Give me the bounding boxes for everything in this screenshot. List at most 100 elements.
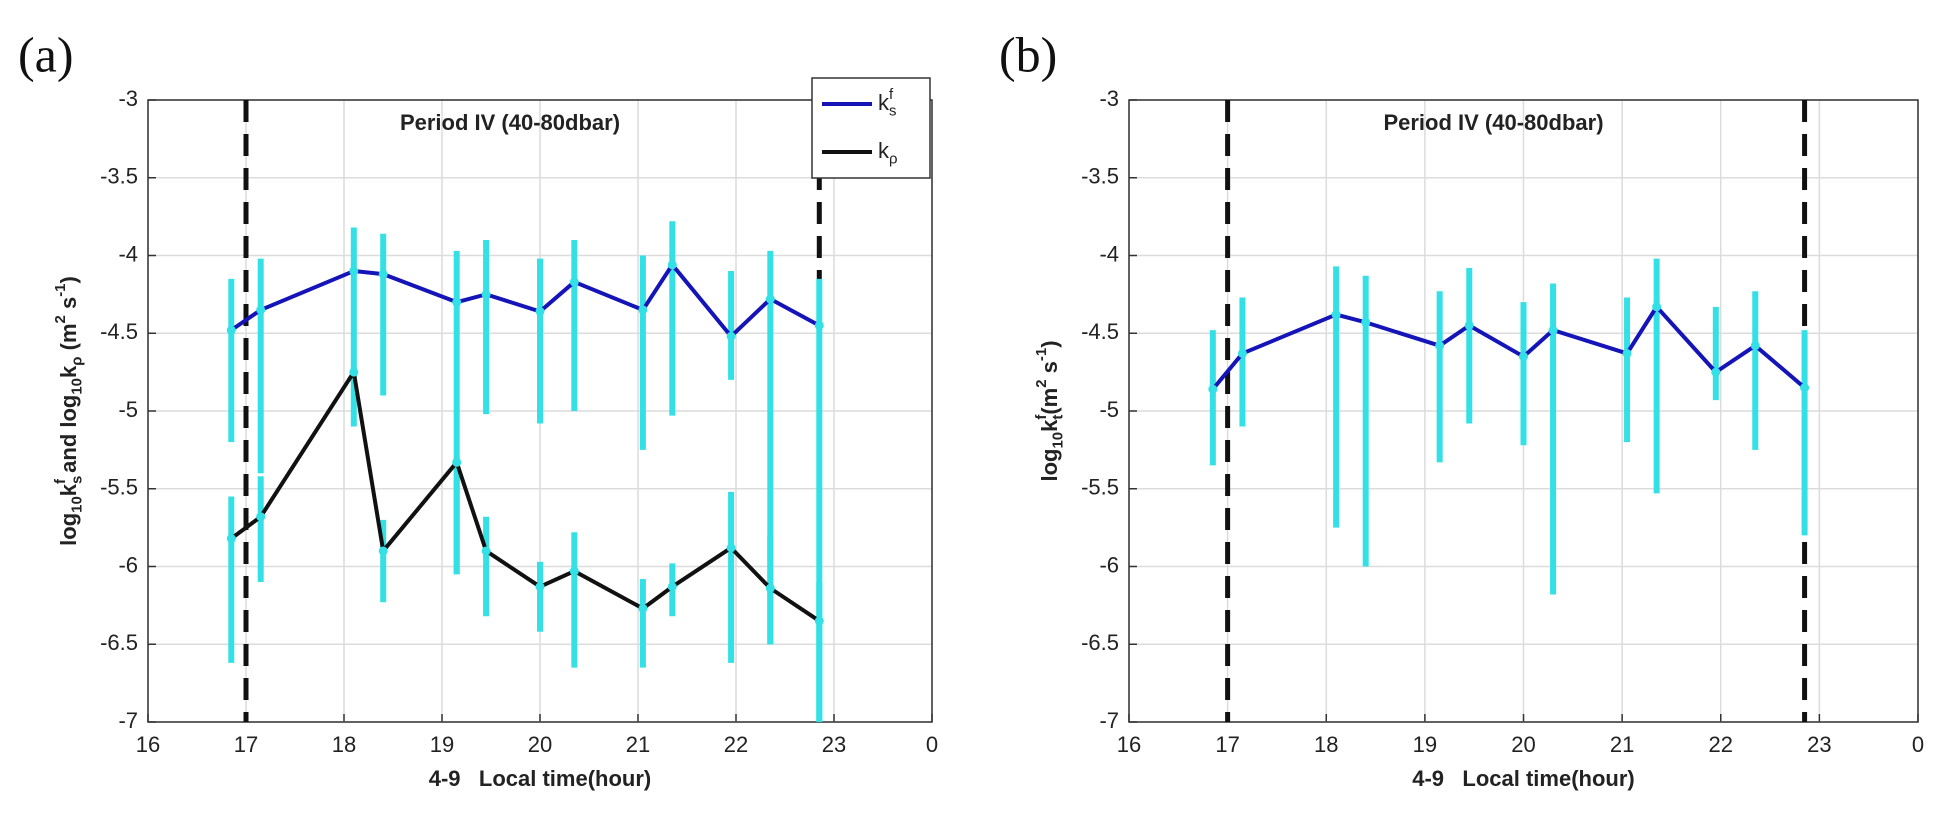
y-axis-label: log10ktf(m2 s-1)	[1033, 340, 1067, 481]
x-tick-label: 18	[332, 732, 356, 757]
data-point	[814, 616, 824, 626]
data-point	[349, 266, 359, 276]
x-axis-label: 4-9 Local time(hour)	[1412, 766, 1634, 791]
label-part: and log	[56, 395, 81, 479]
data-point	[814, 320, 824, 330]
data-point	[256, 305, 266, 315]
data-point	[452, 457, 462, 467]
data-point	[226, 534, 236, 544]
data-point	[638, 603, 648, 613]
label-part: 10	[1050, 432, 1067, 449]
data-point	[1464, 320, 1474, 330]
data-point	[765, 294, 775, 304]
data-point	[1237, 348, 1247, 358]
x-axis-label: 4-9 Local time(hour)	[429, 766, 651, 791]
label-part: s	[1037, 361, 1062, 379]
chart-title: Period IV (40-80dbar)	[1383, 110, 1603, 135]
label-part: 2	[1033, 379, 1050, 387]
data-point	[726, 543, 736, 553]
axes-frame	[147, 99, 933, 723]
data-point	[569, 566, 579, 576]
y-tick-label: -6	[118, 552, 138, 577]
legend-box	[811, 77, 931, 179]
data-point	[1750, 341, 1760, 351]
data-point	[726, 331, 736, 341]
data-point	[1361, 317, 1371, 327]
y-tick-label: -3	[1099, 86, 1119, 111]
label-part: s	[56, 297, 81, 315]
data-point	[1652, 302, 1662, 312]
data-point	[1435, 341, 1445, 351]
data-point	[256, 512, 266, 522]
data-point	[378, 546, 388, 556]
label-part: ρ	[69, 356, 86, 365]
y-tick-label: -4	[118, 241, 138, 266]
data-point	[1548, 325, 1558, 335]
data-point	[1711, 367, 1721, 377]
label-part: k	[1037, 419, 1062, 432]
x-tick-label: 0	[926, 732, 938, 757]
data-point	[535, 582, 545, 592]
data-point	[667, 582, 677, 592]
label-part: k	[56, 483, 81, 496]
y-tick-label: -6	[1099, 552, 1119, 577]
label-part: s	[889, 103, 896, 120]
label-part: k	[56, 365, 81, 378]
label-part: )	[1037, 340, 1062, 347]
data-point	[481, 546, 491, 556]
data-point	[378, 269, 388, 279]
x-tick-label: 23	[822, 732, 846, 757]
legend-label: ksf	[878, 86, 896, 120]
data-point	[1331, 310, 1341, 320]
x-tick-label: 19	[1413, 732, 1437, 757]
label-part: (m	[1037, 388, 1062, 415]
label-part: f	[1033, 414, 1050, 420]
label-part: f	[889, 86, 894, 103]
y-tick-label: -6.5	[1081, 630, 1119, 655]
label-part: s	[69, 476, 86, 484]
x-tick-label: 17	[234, 732, 258, 757]
data-point	[226, 325, 236, 335]
label-part: log	[1037, 449, 1062, 482]
data-point	[569, 277, 579, 287]
data-point	[1622, 348, 1632, 358]
y-tick-label: -7	[118, 708, 138, 733]
panel-label: (b)	[999, 26, 1057, 82]
label-part: (m	[56, 323, 81, 356]
y-tick-label: -4.5	[100, 319, 138, 344]
data-point	[452, 297, 462, 307]
axes-frame	[1128, 99, 1919, 723]
label-part: log	[56, 513, 81, 546]
x-tick-label: 22	[724, 732, 748, 757]
y-tick-label: -3	[118, 86, 138, 111]
y-tick-label: -5.5	[1081, 475, 1119, 500]
x-tick-label: 17	[1215, 732, 1239, 757]
data-point	[1208, 384, 1218, 394]
data-point	[349, 367, 359, 377]
y-tick-label: -3.5	[1081, 164, 1119, 189]
label-part: 2	[52, 315, 69, 323]
label-part: k	[878, 138, 890, 163]
chart-title: Period IV (40-80dbar)	[400, 110, 620, 135]
y-tick-label: -3.5	[100, 164, 138, 189]
label-part: t	[1050, 415, 1067, 420]
y-tick-label: -7	[1099, 708, 1119, 733]
x-tick-label: 16	[136, 732, 160, 757]
y-tick-label: -5.5	[100, 475, 138, 500]
label-part: -1	[52, 283, 69, 296]
x-tick-label: 21	[626, 732, 650, 757]
label-part: 10	[69, 496, 86, 513]
x-tick-label: 16	[1117, 732, 1141, 757]
label-part: k	[878, 90, 890, 115]
x-tick-label: 0	[1912, 732, 1924, 757]
label-part: f	[52, 478, 69, 484]
x-tick-label: 19	[430, 732, 454, 757]
x-tick-label: 18	[1314, 732, 1338, 757]
x-tick-label: 23	[1807, 732, 1831, 757]
y-tick-label: -5	[118, 397, 138, 422]
y-tick-label: -5	[1099, 397, 1119, 422]
data-point	[1519, 352, 1528, 362]
x-tick-label: 20	[528, 732, 552, 757]
legend-label: kρ	[878, 138, 898, 168]
